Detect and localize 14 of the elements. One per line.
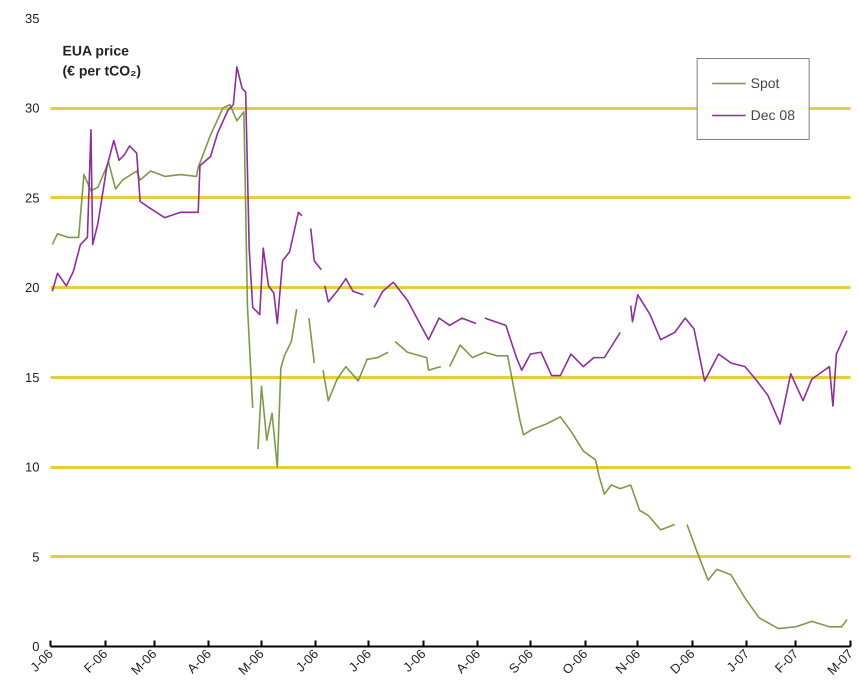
y-tick-label: 30 (25, 100, 40, 116)
y-tick-label: 10 (25, 460, 40, 475)
y-tick-label: 20 (25, 280, 40, 296)
y-axis-title: EUA price (€ per tCO₂) (62, 42, 142, 78)
x-tick-label: J-06 (400, 646, 429, 675)
x-tick-label: J-06 (346, 646, 374, 675)
x-tick-label: J-06 (292, 646, 322, 675)
y-tick-label: 15 (25, 370, 40, 385)
legend-label: Spot (750, 75, 780, 91)
y-tick-label: 0 (32, 639, 40, 654)
legend-label: Dec 08 (750, 107, 795, 123)
y-tick-label: 5 (32, 549, 40, 564)
y-tick-label: 35 (25, 11, 40, 26)
y-tick-label: 25 (25, 190, 40, 206)
